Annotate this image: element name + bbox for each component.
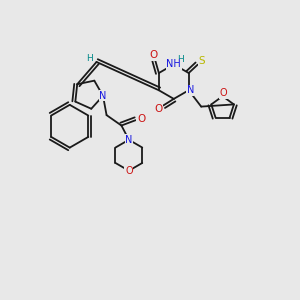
- Text: H: H: [177, 55, 184, 64]
- Text: N: N: [99, 91, 107, 101]
- Text: H: H: [86, 54, 92, 63]
- Text: N: N: [187, 85, 194, 95]
- Text: NH: NH: [167, 59, 181, 69]
- Text: N: N: [125, 135, 133, 145]
- Text: S: S: [199, 56, 206, 66]
- Text: O: O: [154, 104, 162, 114]
- Text: O: O: [137, 114, 145, 124]
- Text: O: O: [219, 88, 227, 98]
- Text: O: O: [150, 50, 158, 60]
- Text: O: O: [125, 166, 133, 176]
